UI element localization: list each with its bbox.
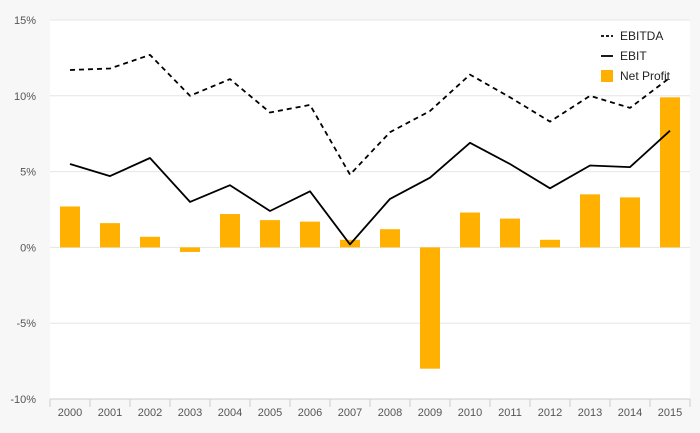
y-tick-label: 5% (20, 167, 36, 179)
ebitda-point-2002[interactable] (148, 53, 152, 57)
y-tick-label: 0% (20, 242, 36, 254)
ebit-point-2010[interactable] (468, 141, 472, 145)
ebitda-point-2010[interactable] (468, 73, 472, 77)
ebit-point-2014[interactable] (628, 165, 632, 169)
x-tick-label-2010: 2010 (458, 407, 482, 419)
legend-item-ebitda[interactable]: EBITDA (601, 29, 663, 43)
ebitda-point-2007[interactable] (348, 173, 352, 177)
x-tick-label-2001: 2001 (98, 407, 122, 419)
y-tick-label: 10% (14, 91, 36, 103)
ebitda-point-2006[interactable] (308, 103, 312, 107)
x-tick-label-2004: 2004 (218, 407, 242, 419)
line-series (68, 53, 672, 246)
ebitda-point-2008[interactable] (388, 130, 392, 134)
net-profit-bar-2003[interactable] (180, 247, 200, 252)
ebit-point-2002[interactable] (148, 156, 152, 160)
x-tick-label-2005: 2005 (258, 407, 282, 419)
legend-item-ebit[interactable]: EBIT (601, 49, 647, 63)
net-profit-bar-2012[interactable] (540, 239, 560, 248)
net-profit-bar-2005[interactable] (260, 220, 280, 248)
ebitda-point-2014[interactable] (628, 106, 632, 110)
x-tick-label-2003: 2003 (178, 407, 202, 419)
ebit-point-2009[interactable] (428, 176, 432, 180)
net-profit-bar-2002[interactable] (140, 236, 160, 248)
x-tick-label-2011: 2011 (498, 407, 522, 419)
ebitda-point-2001[interactable] (108, 67, 112, 71)
legend-swatch-net-profit (601, 70, 613, 82)
x-tick-label-2006: 2006 (298, 407, 322, 419)
ebit-point-2013[interactable] (588, 164, 592, 168)
x-axis: 2000 2001 2002 2003 2004 2005 2006 2007 2008 2009… (49, 398, 691, 419)
ebit-point-2006[interactable] (308, 189, 312, 193)
y-tick-label: 15% (14, 15, 36, 27)
ebit-point-2005[interactable] (268, 209, 272, 213)
x-tick-label-2007: 2007 (338, 407, 362, 419)
x-tick-label-2000: 2000 (58, 407, 82, 419)
net-profit-bar-2015[interactable] (660, 97, 680, 248)
ebit-point-2012[interactable] (548, 186, 552, 190)
net-profit-bar-2011[interactable] (500, 218, 520, 248)
ebitda-point-2012[interactable] (548, 120, 552, 124)
x-tick-label-2013: 2013 (578, 407, 602, 419)
ebit-point-2004[interactable] (228, 183, 232, 187)
ebit-point-2001[interactable] (108, 174, 112, 178)
legend[interactable]: EBITDA EBIT Net Profit (601, 29, 671, 83)
x-tick-label-2002: 2002 (138, 407, 162, 419)
x-tick-label-2009: 2009 (418, 407, 442, 419)
x-tick-label-2008: 2008 (378, 407, 402, 419)
ebit-point-2007[interactable] (348, 242, 352, 246)
y-tick-label: -5% (16, 318, 36, 330)
ebit-point-2011[interactable] (508, 162, 512, 166)
ebitda-line[interactable] (69, 54, 671, 176)
legend-item-net-profit[interactable]: Net Profit (601, 69, 671, 83)
ebit-point-2003[interactable] (188, 200, 192, 204)
ebit-point-2000[interactable] (68, 162, 72, 166)
ebitda-point-2009[interactable] (428, 109, 432, 113)
ebitda-point-2011[interactable] (508, 95, 512, 99)
ebitda-point-2005[interactable] (268, 110, 272, 114)
y-tick-label: -10% (10, 394, 36, 406)
ebit-line[interactable] (69, 130, 671, 246)
legend-label-net-profit: Net Profit (620, 69, 671, 83)
net-profit-bar-2009[interactable] (420, 247, 440, 369)
ebit-point-2015[interactable] (668, 129, 672, 133)
legend-label-ebit: EBIT (620, 49, 647, 63)
ebitda-point-2013[interactable] (588, 94, 592, 98)
x-tick-label-2012: 2012 (538, 407, 562, 419)
ebit-point-2008[interactable] (388, 197, 392, 201)
net-profit-bar-2014[interactable] (620, 197, 640, 248)
net-profit-bar-2004[interactable] (220, 214, 240, 248)
x-tick-label-2014: 2014 (618, 407, 642, 419)
net-profit-bar-2000[interactable] (60, 206, 80, 248)
y-axis-ticks: -10% -5% 0% 5% 10% 15% (10, 15, 36, 406)
net-profit-bar-2013[interactable] (580, 194, 600, 248)
ebitda-point-2004[interactable] (228, 77, 232, 81)
net-profit-bar-2008[interactable] (380, 229, 400, 248)
ebitda-point-2000[interactable] (68, 68, 72, 72)
ebitda-point-2003[interactable] (188, 94, 192, 98)
net-profit-bars (60, 97, 680, 369)
net-profit-bar-2006[interactable] (300, 221, 320, 248)
x-tick-label-2015: 2015 (658, 407, 682, 419)
legend-label-ebitda: EBITDA (620, 29, 663, 43)
net-profit-bar-2010[interactable] (460, 212, 480, 248)
net-profit-bar-2001[interactable] (100, 223, 120, 248)
